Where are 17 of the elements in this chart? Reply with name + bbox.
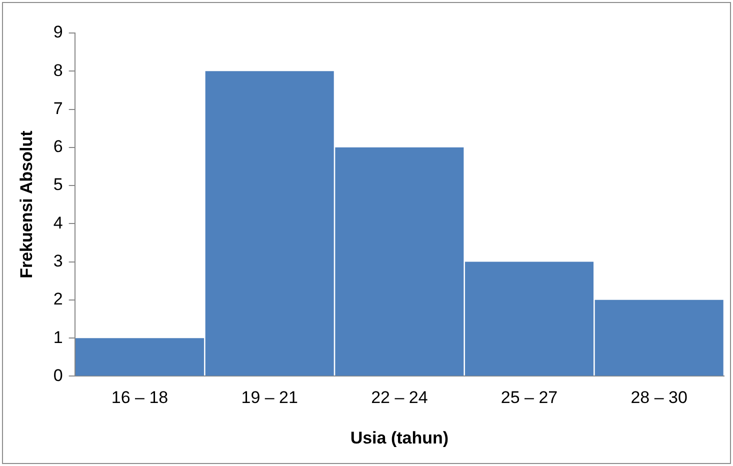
x-axis-title: Usia (tahun) — [350, 428, 449, 448]
y-axis-title: Frekuensi Absolut — [16, 130, 36, 278]
y-tick-label: 9 — [53, 22, 63, 42]
x-tick-label: 16 – 18 — [111, 388, 168, 408]
x-tick-label: 22 – 24 — [371, 388, 428, 408]
y-tick-label: 6 — [53, 137, 63, 156]
x-tick-label: 19 – 21 — [241, 388, 298, 408]
y-tick-label: 2 — [53, 290, 63, 309]
y-tick-label: 0 — [53, 366, 63, 385]
y-tick-label: 3 — [53, 251, 63, 270]
y-tick-label: 4 — [53, 213, 63, 232]
x-tick-label: 25 – 27 — [500, 388, 558, 408]
y-tick-label: 8 — [53, 60, 63, 80]
y-tick-label: 1 — [53, 328, 63, 347]
x-tick-label: 28 – 30 — [630, 388, 688, 408]
y-tick-label: 5 — [53, 175, 63, 194]
y-tick-label: 7 — [53, 98, 63, 118]
